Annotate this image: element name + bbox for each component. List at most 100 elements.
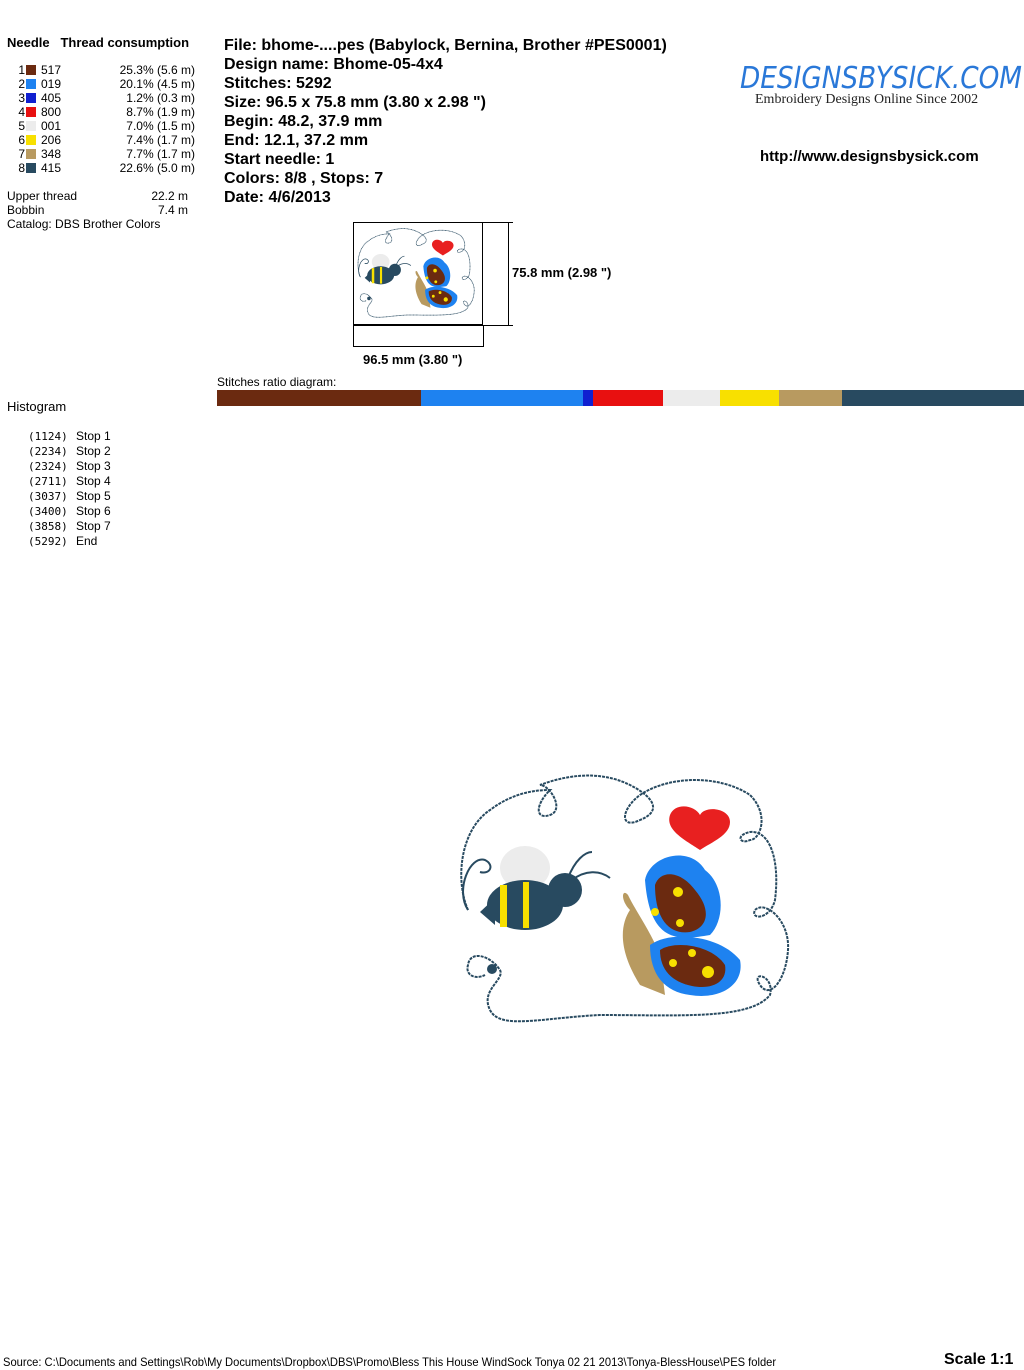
date: Date: 4/6/2013 xyxy=(224,189,331,206)
color-swatch xyxy=(26,149,36,159)
needle-number: 4 xyxy=(18,105,25,119)
bobbin-row: Bobbin 7.4 m xyxy=(7,203,188,217)
thread-percent: 7.4% (1.7 m) xyxy=(126,133,195,147)
end: End: 12.1, 37.2 mm xyxy=(224,132,369,149)
catalog: Catalog: DBS Brother Colors xyxy=(7,217,161,231)
thread-row: 8 415 22.6% (5.0 m) xyxy=(7,161,207,175)
stop-item: (2711) Stop 4 xyxy=(28,474,111,489)
design-thumbnail xyxy=(353,222,483,325)
colors-stops: Colors: 8/8 , Stops: 7 xyxy=(224,170,384,187)
ratio-segment xyxy=(663,390,720,406)
stop-item: (3858) Stop 7 xyxy=(28,519,111,534)
ratio-segment xyxy=(217,390,422,406)
thread-row: 1 517 25.3% (5.6 m) xyxy=(7,63,207,77)
ratio-segment xyxy=(779,390,842,406)
bobbin-label: Bobbin xyxy=(7,203,45,217)
stop-label: Stop 6 xyxy=(76,504,111,518)
thread-code: 206 xyxy=(41,133,62,147)
histogram-label: Histogram xyxy=(7,399,67,414)
svg-text:Embroidery Designs Online Sinc: Embroidery Designs Online Since 2002 xyxy=(755,92,978,106)
thread-percent: 1.2% (0.3 m) xyxy=(126,91,195,105)
stop-count: (2711) xyxy=(28,475,68,488)
begin: Begin: 48.2, 37.9 mm xyxy=(224,113,383,130)
upper-thread-value: 22.2 m xyxy=(151,189,188,203)
dimension-line xyxy=(353,325,513,326)
height-arrow xyxy=(508,222,509,325)
thread-percent: 20.1% (4.5 m) xyxy=(119,77,195,91)
needle-number: 2 xyxy=(18,77,25,91)
bobbin-value: 7.4 m xyxy=(157,203,188,217)
thread-percent: 7.7% (1.7 m) xyxy=(126,147,195,161)
ratio-segment xyxy=(421,390,584,406)
ratio-segment xyxy=(583,390,594,406)
thread-row: 4 800 8.7% (1.9 m) xyxy=(7,105,207,119)
design-preview xyxy=(450,760,810,1045)
color-swatch xyxy=(26,107,36,117)
thread-percent: 25.3% (5.6 m) xyxy=(119,63,195,77)
dimension-line xyxy=(483,222,513,223)
stop-label: Stop 7 xyxy=(76,519,111,533)
needle-number: 3 xyxy=(18,91,25,105)
file-info: File: bhome-....pes (Babylock, Bernina, … xyxy=(224,37,667,54)
color-swatch xyxy=(26,135,36,145)
thread-row: 3 405 1.2% (0.3 m) xyxy=(7,91,207,105)
ratio-segment xyxy=(841,390,1024,406)
stitches-ratio-bar xyxy=(217,390,1024,406)
thread-code: 415 xyxy=(41,161,62,175)
svg-text:DESIGNSBYSICK.COM: DESIGNSBYSICK.COM xyxy=(740,61,1022,96)
upper-thread-row: Upper thread 22.2 m xyxy=(7,189,188,203)
stop-count: (5292) xyxy=(28,535,68,548)
thread-code: 405 xyxy=(41,91,62,105)
source-path: Source: C:\Documents and Settings\Rob\My… xyxy=(3,1355,777,1369)
website-url[interactable]: http://www.designsbysick.com xyxy=(760,148,979,165)
design-info: File: bhome-....pes (Babylock, Bernina, … xyxy=(224,36,667,207)
stop-count: (3037) xyxy=(28,490,68,503)
color-swatch xyxy=(26,93,36,103)
embroidery-design-image xyxy=(460,774,790,1023)
thread-percent: 8.7% (1.9 m) xyxy=(126,105,195,119)
thread-percent: 7.0% (1.5 m) xyxy=(126,119,195,133)
scale-label: Scale 1:1 xyxy=(944,1351,1014,1368)
needle-header: Needle xyxy=(7,35,50,50)
needle-number: 1 xyxy=(18,63,25,77)
stop-count: (2234) xyxy=(28,445,68,458)
stop-list: (1124) Stop 1 (2234) Stop 2 (2324) Stop 3 (271… xyxy=(28,429,111,549)
thread-code: 348 xyxy=(41,147,62,161)
thread-table-header: Needle Thread consumption xyxy=(7,35,189,50)
color-swatch xyxy=(26,121,36,131)
color-swatch xyxy=(26,65,36,75)
thread-row: 2 019 20.1% (4.5 m) xyxy=(7,77,207,91)
width-label: 96.5 mm (3.80 ") xyxy=(363,352,463,367)
stop-item: (3400) Stop 6 xyxy=(28,504,111,519)
stop-count: (1124) xyxy=(28,430,68,443)
thread-code: 001 xyxy=(41,119,62,133)
color-swatch xyxy=(26,163,36,173)
thumbnail-design-image xyxy=(357,228,475,318)
upper-thread-label: Upper thread xyxy=(7,189,78,203)
needle-number: 6 xyxy=(18,133,25,147)
start-needle: Start needle: 1 xyxy=(224,151,335,168)
ratio-label: Stitches ratio diagram: xyxy=(217,375,337,389)
thread-consumption-header: Thread consumption xyxy=(60,35,190,50)
thread-row: 5 001 7.0% (1.5 m) xyxy=(7,119,207,133)
thread-code: 800 xyxy=(41,105,62,119)
stop-count: (3858) xyxy=(28,520,68,533)
stop-label: Stop 1 xyxy=(76,429,111,443)
height-label: 75.8 mm (2.98 ") xyxy=(512,265,612,280)
stop-item: (5292) End xyxy=(28,534,111,549)
needle-number: 7 xyxy=(18,147,25,161)
size: Size: 96.5 x 75.8 mm (3.80 x 2.98 ") xyxy=(224,94,486,111)
stop-item: (2234) Stop 2 xyxy=(28,444,111,459)
stop-label: End xyxy=(76,534,98,548)
width-arrow xyxy=(353,346,483,347)
stop-label: Stop 5 xyxy=(76,489,111,503)
logo: DESIGNSBYSICK.COM Embroidery Designs Onli… xyxy=(740,56,1024,111)
stop-label: Stop 3 xyxy=(76,459,111,473)
color-swatch xyxy=(26,79,36,89)
stop-label: Stop 2 xyxy=(76,444,111,458)
stop-count: (2324) xyxy=(28,460,68,473)
needle-number: 5 xyxy=(18,119,25,133)
thread-code: 019 xyxy=(41,77,62,91)
thread-code: 517 xyxy=(41,63,62,77)
stop-item: (1124) Stop 1 xyxy=(28,429,111,444)
